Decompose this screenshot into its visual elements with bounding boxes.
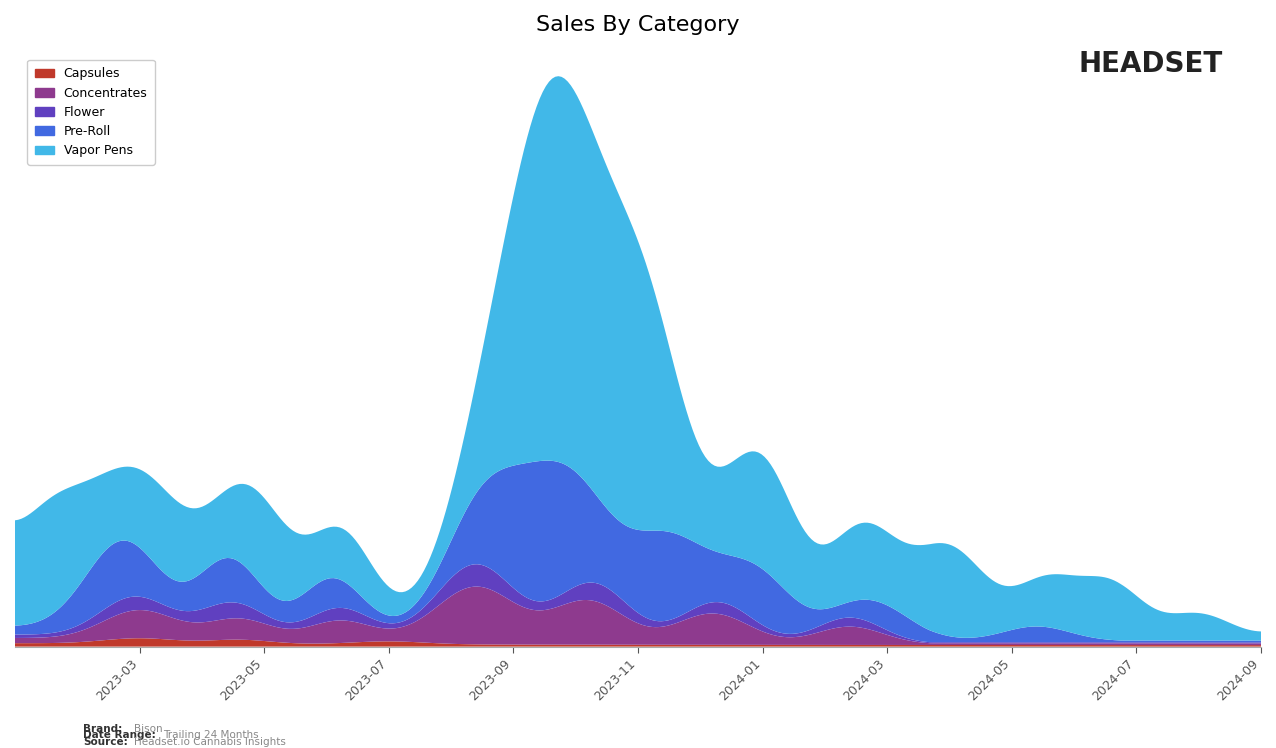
Title: Sales By Category: Sales By Category xyxy=(536,15,740,35)
Text: Source:: Source: xyxy=(83,737,128,747)
Text: Headset.io Cannabis Insights: Headset.io Cannabis Insights xyxy=(134,737,286,747)
Legend: Capsules, Concentrates, Flower, Pre-Roll, Vapor Pens: Capsules, Concentrates, Flower, Pre-Roll… xyxy=(28,60,154,165)
Text: Brand:: Brand: xyxy=(83,723,122,734)
Text: HEADSET: HEADSET xyxy=(1078,49,1222,78)
Text: Date Range:: Date Range: xyxy=(83,730,156,741)
Text: Trailing 24 Months: Trailing 24 Months xyxy=(163,730,259,741)
Text: Bison: Bison xyxy=(134,723,162,734)
